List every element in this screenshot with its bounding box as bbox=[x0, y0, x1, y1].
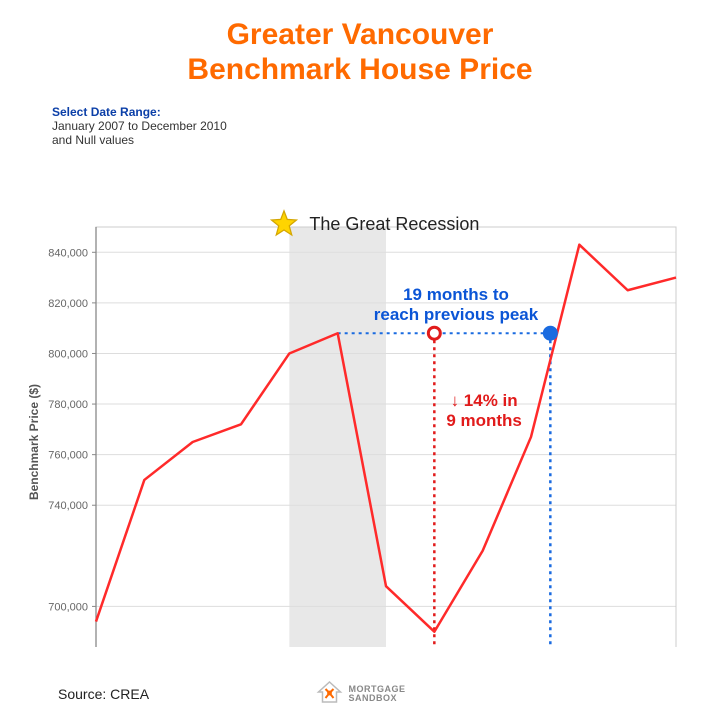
peak-annotation-line1: 19 months to bbox=[356, 285, 556, 305]
date-range-line1: January 2007 to December 2010 bbox=[52, 119, 227, 133]
peak-annotation-line2: reach previous peak bbox=[356, 305, 556, 325]
down-arrow-icon: ↓ bbox=[451, 391, 460, 410]
logo-text: MORTGAGE SANDBOX bbox=[349, 685, 406, 704]
svg-text:780,000: 780,000 bbox=[48, 399, 88, 411]
drop-annotation-line2: 9 months bbox=[446, 411, 522, 431]
peak-annotation: 19 months to reach previous peak bbox=[356, 285, 556, 325]
title-line2: Benchmark House Price bbox=[0, 53, 720, 88]
date-range-line2: and Null values bbox=[52, 133, 227, 147]
svg-text:800,000: 800,000 bbox=[48, 348, 88, 360]
svg-text:Benchmark Price ($): Benchmark Price ($) bbox=[27, 384, 41, 500]
svg-text:700,000: 700,000 bbox=[48, 601, 88, 613]
recession-note: The Great Recession bbox=[269, 209, 479, 239]
logo: MORTGAGE SANDBOX bbox=[315, 680, 406, 708]
date-range-note: Select Date Range: January 2007 to Decem… bbox=[52, 105, 227, 147]
recession-text: The Great Recession bbox=[309, 214, 479, 235]
star-icon bbox=[269, 209, 299, 239]
chart-title: Greater Vancouver Benchmark House Price bbox=[0, 18, 720, 87]
source-label: Source: CREA bbox=[58, 686, 149, 702]
logo-icon bbox=[315, 680, 345, 708]
svg-text:840,000: 840,000 bbox=[48, 247, 88, 259]
title-line1: Greater Vancouver bbox=[0, 18, 720, 53]
chart-area: 700,000 740,000 760,000 780,000 800,000 820,0… bbox=[0, 87, 720, 647]
svg-text:820,000: 820,000 bbox=[48, 298, 88, 310]
svg-text:760,000: 760,000 bbox=[48, 450, 88, 462]
chart-svg: 700,000 740,000 760,000 780,000 800,000 820,0… bbox=[0, 87, 720, 647]
date-range-label: Select Date Range: bbox=[52, 105, 227, 119]
drop-annotation-line1: ↓ 14% in bbox=[446, 391, 522, 411]
svg-text:740,000: 740,000 bbox=[48, 500, 88, 512]
footer: Source: CREA MORTGAGE SANDBOX bbox=[0, 686, 720, 702]
drop-annotation: ↓ 14% in 9 months bbox=[446, 391, 522, 431]
